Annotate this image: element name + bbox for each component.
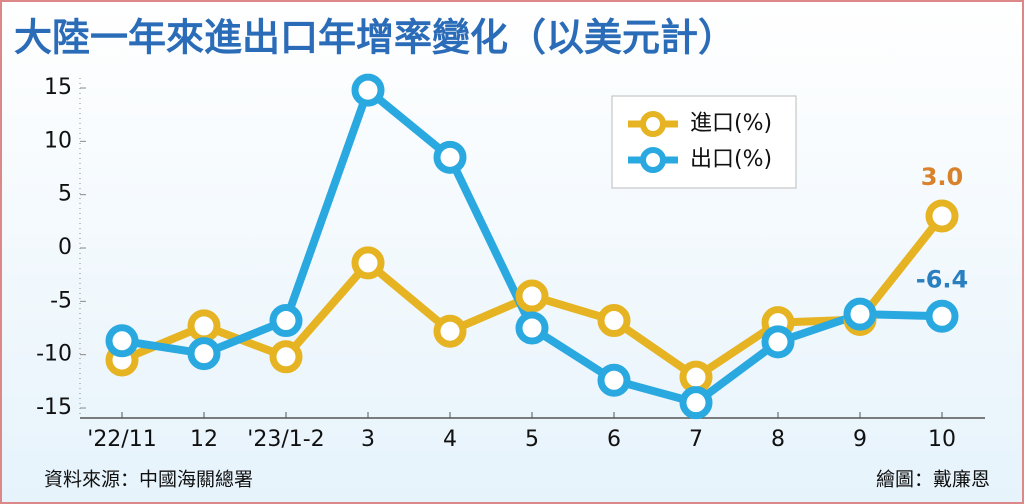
point <box>351 73 385 107</box>
legend-marker <box>640 147 666 173</box>
legend-box <box>611 95 797 189</box>
x-tick-label: 4 <box>443 427 457 452</box>
point <box>433 140 467 174</box>
point <box>925 199 959 233</box>
x-tick-label: 8 <box>771 427 785 452</box>
value-label: -6.4 <box>916 265 968 293</box>
point <box>925 299 959 333</box>
point <box>187 337 221 371</box>
legend-label: 進口(%) <box>690 111 772 136</box>
legend-label: 出口(%) <box>690 147 772 172</box>
point <box>187 309 221 343</box>
point <box>433 314 467 348</box>
y-tick-label: 5 <box>58 182 72 207</box>
credit: 繪圖：戴廉恩 <box>876 469 990 491</box>
point <box>597 304 631 338</box>
value-label: 3.0 <box>921 163 964 191</box>
legend-marker <box>640 111 666 137</box>
point <box>269 340 303 374</box>
point <box>761 325 795 359</box>
point <box>515 279 549 313</box>
x-tick-label: 6 <box>607 427 621 452</box>
y-tick-label: -15 <box>36 395 72 420</box>
x-tick-label: '23/1-2 <box>247 427 324 452</box>
x-tick-label: 5 <box>525 427 539 452</box>
x-tick-label: 12 <box>190 427 218 452</box>
y-tick-label: 10 <box>44 128 72 153</box>
point <box>597 363 631 397</box>
point <box>515 311 549 345</box>
y-tick-label: 15 <box>44 75 72 100</box>
source: 資料來源：中國海關總署 <box>44 469 253 491</box>
y-tick-label: -5 <box>50 288 72 313</box>
chart-title: 大陸一年來進出口年增率變化（以美元計） <box>14 16 736 60</box>
x-tick-label: 9 <box>853 427 867 452</box>
point <box>679 386 713 420</box>
point <box>351 246 385 280</box>
x-tick-label: '22/11 <box>87 427 156 452</box>
point <box>269 304 303 338</box>
x-tick-label: 7 <box>689 427 703 452</box>
point <box>843 297 877 331</box>
point <box>105 324 139 358</box>
y-tick-label: 0 <box>58 235 72 260</box>
x-tick-label: 3 <box>361 427 375 452</box>
x-tick-label: 10 <box>928 427 956 452</box>
y-tick-label: -10 <box>36 342 72 367</box>
